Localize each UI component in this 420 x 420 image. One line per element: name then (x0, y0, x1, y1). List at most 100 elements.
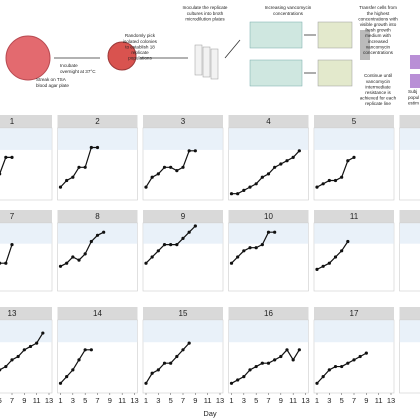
x-tick-label: 11 (118, 396, 126, 405)
x-tick-label: 11 (289, 396, 297, 405)
threshold-band (143, 320, 223, 343)
data-point (169, 361, 173, 365)
x-tick-label: 9 (108, 396, 112, 405)
data-point (333, 255, 338, 259)
x-tick-label: 9 (193, 396, 197, 405)
threshold-band (0, 320, 52, 343)
x-tick-label: 5 (83, 396, 87, 405)
data-point (71, 175, 75, 179)
data-point (266, 361, 271, 365)
step-text: intermediate (365, 84, 391, 89)
data-point (65, 375, 69, 379)
data-point (352, 155, 356, 159)
data-point (4, 364, 8, 369)
data-point (358, 354, 362, 359)
data-point (236, 192, 240, 196)
step-text: popul (408, 95, 419, 100)
data-point (0, 368, 2, 372)
step-text: cultures into broth (187, 11, 224, 16)
tube (202, 46, 211, 78)
x-tick-label: 7 (266, 396, 270, 405)
data-point (248, 368, 252, 372)
data-point (187, 230, 191, 234)
data-point (35, 341, 39, 345)
data-point (65, 178, 69, 183)
agar-plate (5, 35, 51, 81)
data-point (315, 267, 319, 271)
data-point (58, 264, 63, 268)
data-point (248, 246, 252, 250)
data-point (297, 348, 301, 352)
data-point (333, 178, 338, 183)
data-point (71, 255, 75, 259)
panel-title: 9 (181, 212, 186, 221)
panel-header (0, 115, 52, 128)
threshold-band (57, 223, 138, 244)
step-text: overnight at 37°C (60, 69, 96, 74)
x-tick-label: 5 (340, 396, 344, 405)
x-tick-label: 9 (364, 396, 368, 405)
data-point (327, 178, 331, 183)
panel-title: 10 (264, 212, 273, 221)
step-text: replicate line (365, 101, 391, 106)
data-point (340, 175, 344, 179)
panel-header (143, 307, 223, 320)
data-point (89, 239, 93, 244)
data-point (260, 243, 264, 247)
data-point (236, 255, 240, 259)
data-point (254, 364, 258, 369)
data-point (364, 351, 368, 355)
data-point (193, 224, 197, 228)
x-tick-label: 1 (144, 396, 148, 405)
step-text: estim (408, 100, 419, 105)
x-tick-label: 3 (327, 396, 331, 405)
data-point (0, 172, 2, 176)
step-text: concentrations with (358, 16, 398, 21)
threshold-band (228, 128, 309, 150)
data-point (291, 358, 295, 362)
x-tick-label: 5 (0, 396, 2, 405)
data-point (236, 378, 240, 382)
plate (249, 21, 303, 49)
x-tick-label: 3 (71, 396, 75, 405)
step-text: Increasing vancomycin (265, 5, 312, 10)
data-point (346, 361, 350, 365)
step-text: microdilution plates (185, 16, 225, 21)
data-point (321, 182, 325, 186)
threshold-band (314, 320, 394, 343)
step-text: achieved for each (360, 96, 397, 101)
x-tick-label: 13 (387, 396, 395, 405)
panel-header (57, 307, 138, 320)
x-tick-label: 9 (279, 396, 283, 405)
threshold-band (0, 128, 52, 150)
data-point (327, 368, 331, 372)
x-tick-label: 7 (10, 396, 14, 405)
data-point (95, 145, 100, 150)
x-tick-label: 3 (156, 396, 160, 405)
step-text: populations (128, 56, 152, 61)
data-point (266, 172, 271, 176)
step-text: Randomly pick (125, 33, 156, 38)
data-point (77, 258, 81, 262)
step-text: vancomycin (366, 79, 391, 84)
tubes (194, 44, 219, 80)
data-point (187, 341, 191, 345)
data-point (175, 354, 179, 359)
step-text: replicate (131, 50, 149, 55)
data-point (175, 169, 179, 173)
data-point (340, 364, 344, 369)
threshold-band (399, 223, 420, 244)
data-point (229, 192, 234, 196)
step-text: fresh growth (365, 28, 391, 33)
data-point (242, 188, 246, 192)
workflow-art (5, 21, 420, 88)
arrow (224, 39, 241, 59)
step-text: the highest (367, 11, 390, 16)
step-text: concentrations (273, 11, 304, 16)
data-point (285, 348, 289, 352)
x-tick-label: 5 (254, 396, 258, 405)
data-point (242, 249, 246, 253)
threshold-band (57, 128, 138, 150)
x-tick-label: 7 (181, 396, 185, 405)
